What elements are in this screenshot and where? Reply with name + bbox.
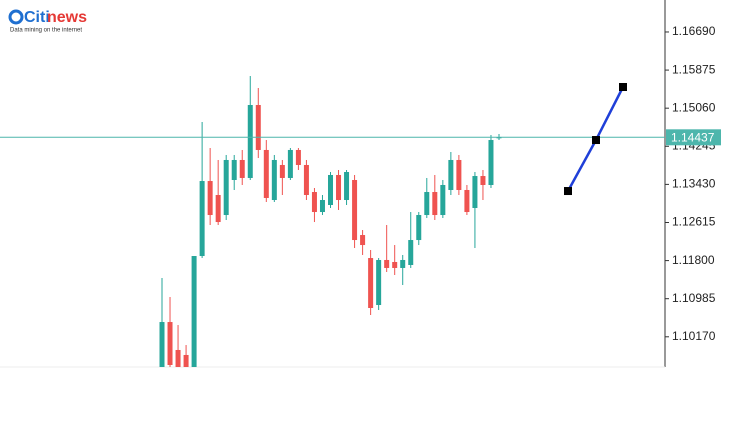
candle-body: [167, 322, 173, 365]
candle-body: [183, 354, 189, 367]
candle-body: [480, 176, 486, 185]
candle-body: [408, 240, 414, 265]
candle-body: [255, 105, 261, 150]
y-tick-label: 1.10170: [672, 329, 716, 343]
candle-body: [440, 184, 446, 216]
logo: Citi news Data mining on the internet: [8, 9, 87, 34]
candle-body: [336, 174, 342, 201]
candle-body: [287, 149, 293, 178]
candle-body: [448, 159, 454, 190]
candle-body: [199, 181, 205, 257]
y-tick-label: 1.15060: [672, 100, 716, 114]
candle-body: [384, 259, 390, 268]
candle-body: [295, 149, 301, 165]
trend-point: [592, 136, 600, 145]
candle-body: [400, 259, 406, 268]
candle-body: [247, 105, 253, 178]
candle-body: [456, 159, 462, 190]
logo-brand: news: [47, 9, 87, 26]
price-label-box: [666, 129, 721, 146]
logo-tagline: Data mining on the internet: [10, 28, 82, 34]
y-tick-label: 1.16690: [672, 24, 716, 38]
candle-body: [464, 189, 470, 213]
logo-icon: [8, 9, 24, 25]
candle-body: [239, 159, 245, 178]
y-tick-label: 1.15875: [672, 62, 716, 76]
candle-body: [159, 322, 165, 367]
candle-body: [303, 164, 309, 196]
candle-body: [328, 174, 333, 206]
candle-body: [416, 215, 422, 241]
candle-body: [360, 235, 366, 246]
candle-body: [215, 195, 221, 223]
candle-body: [311, 192, 317, 213]
candle-body: [488, 140, 494, 185]
candle-body: [432, 192, 438, 216]
y-tick-label: 1.10985: [672, 291, 716, 305]
candle-body: [319, 200, 325, 213]
logo-brand: Citi: [24, 9, 50, 26]
candle-body: [368, 258, 374, 308]
candle-body: [231, 159, 237, 180]
candle-body: [175, 349, 181, 367]
y-tick-label: 1.11800: [672, 253, 715, 267]
price-label: 1.14437: [671, 130, 715, 144]
trend-point: [564, 187, 572, 196]
candle-body: [424, 192, 430, 216]
candle-body: [271, 159, 277, 201]
trend-point: [619, 83, 627, 92]
candle-body: [223, 159, 229, 216]
candle-body: [191, 256, 197, 367]
y-tick-label: 1.12615: [672, 215, 716, 229]
candle-body: [352, 179, 358, 241]
candle-body: [344, 171, 350, 201]
candle-body: [207, 181, 213, 216]
candle-body: [376, 259, 382, 306]
candle-body: [263, 149, 269, 198]
candle-body: [472, 176, 478, 208]
candle-body: [279, 164, 285, 178]
y-tick-label: 1.13430: [672, 177, 716, 191]
candle-body: [392, 261, 398, 268]
